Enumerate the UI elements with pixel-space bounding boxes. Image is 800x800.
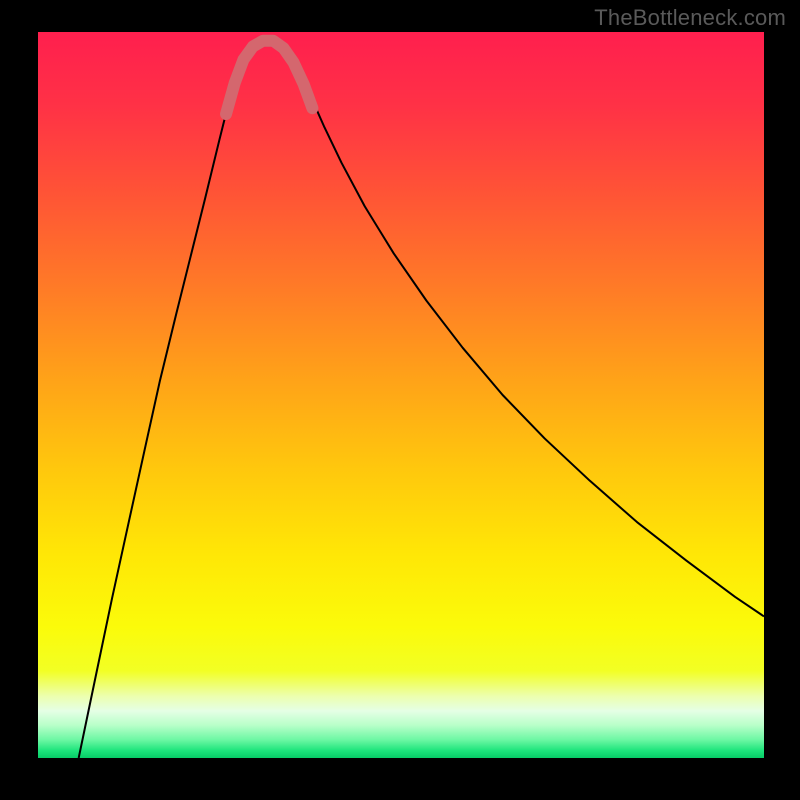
plot-background bbox=[38, 32, 764, 758]
chart-container: TheBottleneck.com bbox=[0, 0, 800, 800]
chart-svg bbox=[0, 0, 800, 800]
watermark-text: TheBottleneck.com bbox=[594, 5, 786, 31]
